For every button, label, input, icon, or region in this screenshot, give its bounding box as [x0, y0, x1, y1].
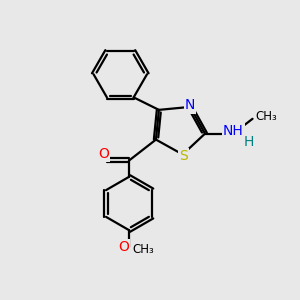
Text: N: N: [185, 98, 195, 112]
Text: CH₃: CH₃: [132, 243, 154, 256]
Text: O: O: [98, 147, 109, 161]
Text: H: H: [244, 135, 254, 149]
Text: NH: NH: [223, 124, 244, 138]
Text: CH₃: CH₃: [255, 110, 277, 123]
Text: O: O: [118, 241, 129, 254]
Text: S: S: [179, 149, 188, 163]
